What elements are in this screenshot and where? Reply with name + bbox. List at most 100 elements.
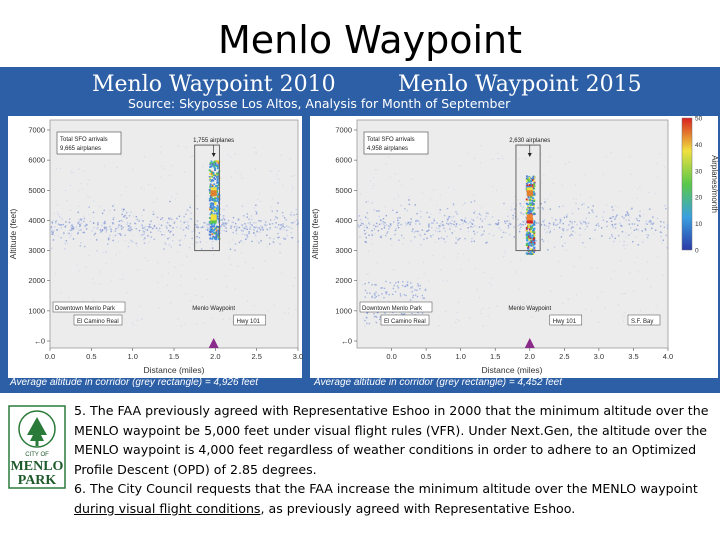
density-point [487, 223, 490, 226]
density-point [247, 222, 249, 224]
density-point [137, 269, 139, 271]
density-point [222, 215, 225, 217]
density-point [438, 324, 440, 327]
density-point [541, 206, 544, 209]
x-tick-label: 2.0 [210, 352, 220, 361]
density-point [624, 311, 626, 313]
density-point [473, 212, 475, 214]
density-point [235, 225, 238, 227]
density-point [410, 218, 412, 220]
density-point [504, 222, 507, 224]
density-point [472, 219, 475, 222]
density-point [424, 288, 427, 291]
density-point [581, 203, 583, 206]
corridor-point [530, 182, 532, 185]
density-point [507, 224, 510, 227]
density-point [462, 204, 464, 206]
density-point [147, 259, 150, 262]
corridor-point [532, 253, 535, 256]
density-point [631, 207, 633, 210]
density-point [482, 325, 484, 327]
density-point [206, 229, 209, 231]
density-point [487, 315, 489, 318]
density-point [416, 220, 419, 222]
density-point [573, 266, 575, 268]
density-point [287, 225, 289, 228]
x-tick-label: 1.0 [455, 352, 465, 361]
density-point [412, 296, 414, 299]
density-point [447, 217, 450, 219]
density-point [223, 229, 225, 232]
density-point [394, 173, 396, 175]
corridor-point [529, 239, 532, 242]
corridor-point [531, 250, 534, 253]
density-point [56, 204, 59, 206]
density-point [442, 221, 444, 223]
density-point [179, 244, 181, 246]
density-point [196, 241, 198, 244]
density-point [60, 236, 62, 239]
density-point [187, 227, 189, 230]
corridor-point [209, 192, 211, 194]
density-point [438, 227, 440, 229]
density-point [486, 216, 488, 218]
density-point [503, 202, 505, 205]
density-point [263, 219, 265, 221]
density-point [228, 257, 230, 259]
corridor-point [209, 170, 212, 173]
density-point [84, 245, 86, 248]
hotspot-point [210, 187, 217, 194]
density-point [381, 293, 383, 295]
density-point [400, 313, 403, 315]
density-point [246, 300, 249, 302]
density-point [428, 229, 430, 231]
density-point [428, 223, 430, 225]
density-point [90, 239, 92, 241]
corridor-point [526, 205, 529, 208]
density-point [617, 304, 620, 306]
corridor-point [527, 245, 530, 248]
density-point [391, 293, 394, 296]
density-point [430, 213, 432, 215]
density-point [249, 228, 251, 230]
density-point [181, 263, 183, 265]
density-point [169, 200, 171, 203]
density-point [563, 216, 566, 219]
density-point [269, 209, 272, 211]
density-point [502, 158, 504, 160]
density-point [118, 224, 120, 226]
corridor-point [526, 244, 529, 246]
density-point [278, 224, 280, 226]
density-point [650, 219, 652, 222]
corridor-point [211, 185, 214, 188]
density-point [510, 206, 512, 208]
density-point [523, 201, 526, 203]
density-point [88, 254, 90, 257]
density-point [467, 227, 469, 229]
density-point [180, 325, 182, 327]
density-point [107, 238, 110, 241]
density-point [54, 222, 57, 224]
density-point [479, 162, 481, 164]
density-point [223, 223, 226, 225]
density-point [423, 273, 425, 275]
density-point [283, 226, 285, 228]
density-point [225, 230, 228, 233]
density-point [189, 300, 192, 302]
density-point [460, 219, 463, 221]
corridor-point [525, 182, 528, 185]
corridor-point [214, 203, 217, 206]
corridor-point [217, 167, 220, 169]
corridor-pointer-head [211, 153, 216, 157]
density-point [461, 219, 463, 222]
density-point [206, 241, 208, 243]
density-point [208, 224, 210, 226]
density-point [664, 166, 666, 168]
density-point [249, 226, 251, 228]
density-point [226, 205, 228, 207]
x-tick-label: 0.0 [386, 352, 396, 361]
density-point [614, 227, 617, 229]
corridor-point [532, 180, 535, 183]
density-point [222, 224, 225, 226]
